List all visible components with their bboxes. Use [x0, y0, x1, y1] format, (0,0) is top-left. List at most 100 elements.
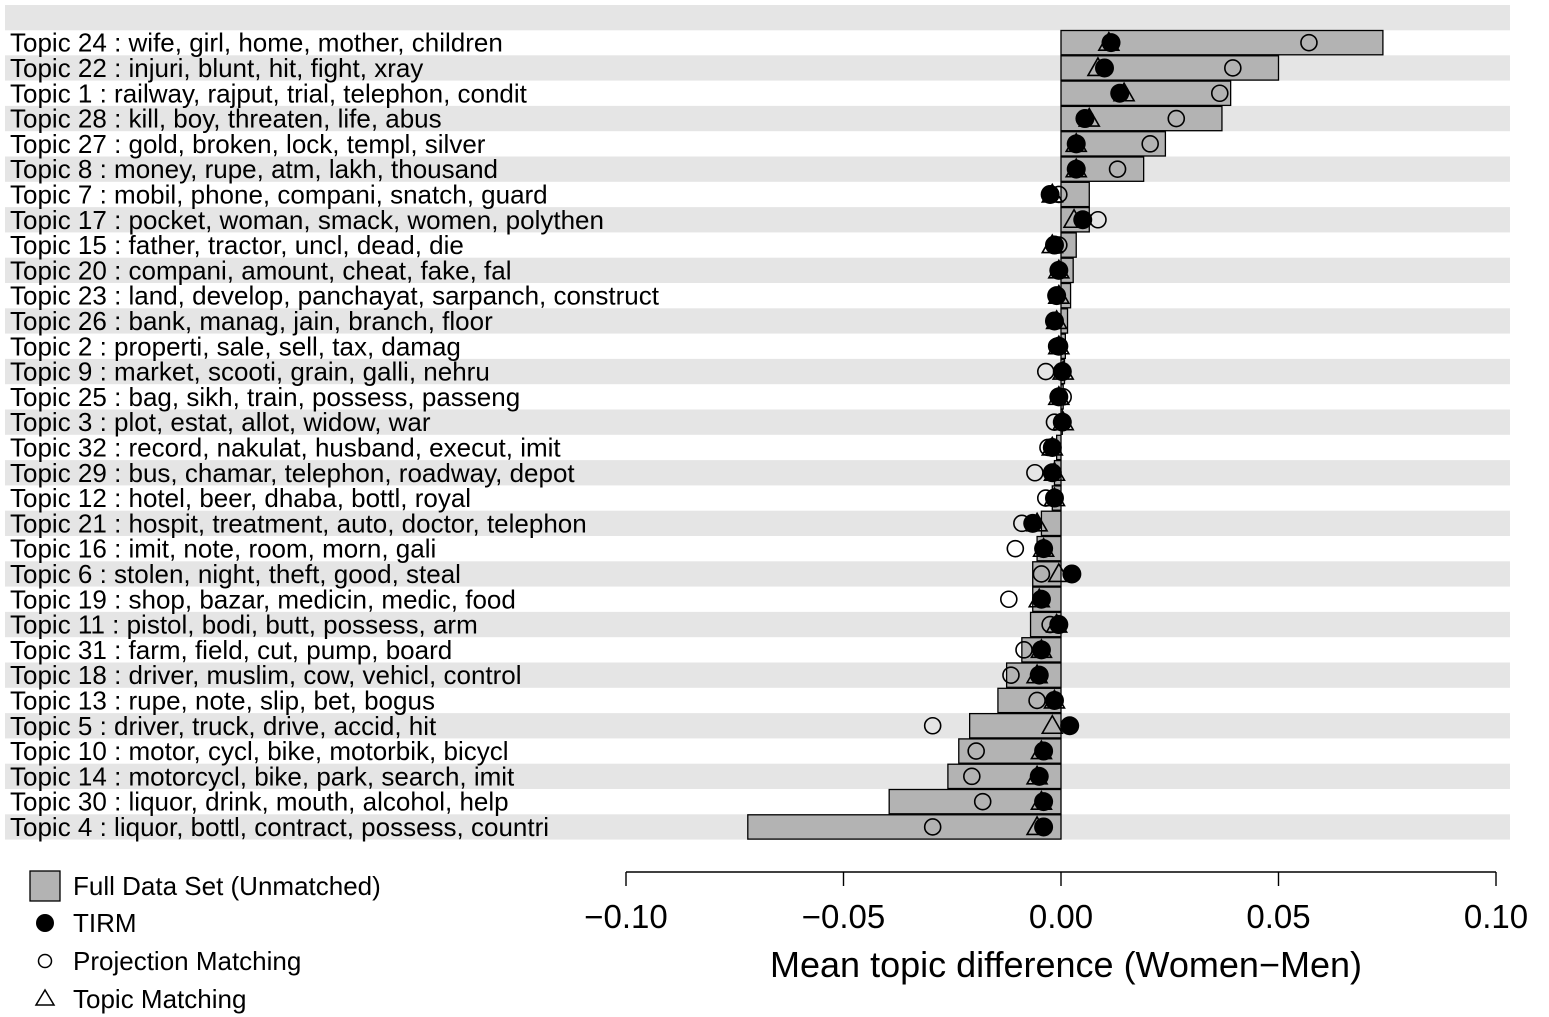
row-stripe	[5, 5, 1510, 31]
row-label-20: Topic 21 : hospit, treatment, auto, doct…	[10, 508, 587, 538]
row-label-29: Topic 10 : motor, cycl, bike, motorbik, …	[10, 736, 509, 766]
projection-point-2	[1224, 59, 1242, 77]
tirm-point-26	[1029, 665, 1049, 685]
row-stripe	[5, 662, 1510, 688]
row-label-25: Topic 31 : farm, field, cut, pump, board	[10, 635, 452, 665]
projection-point-5	[1141, 135, 1159, 153]
row-label-26: Topic 18 : driver, muslim, cow, vehicl, …	[10, 660, 522, 690]
row-label-8: Topic 17 : pocket, woman, smack, women, …	[10, 205, 604, 235]
legend-label-tirm: TIRM	[73, 908, 137, 938]
row-label-31: Topic 30 : liquor, drink, mouth, alcohol…	[10, 787, 509, 817]
row-label-19: Topic 12 : hotel, beer, dhaba, bottl, ro…	[10, 483, 471, 513]
row-label-18: Topic 29 : bus, chamar, telephon, roadwa…	[10, 458, 575, 488]
tirm-point-11	[1047, 286, 1067, 306]
row-label-30: Topic 14 : motorcycl, bike, park, search…	[10, 761, 515, 791]
projection-point-29	[967, 742, 985, 760]
row-stripe	[5, 207, 1510, 233]
tirm-point-20	[1023, 513, 1043, 533]
tirm-point-6	[1066, 159, 1086, 179]
tirm-point-12	[1044, 311, 1064, 331]
legend-marker-projection	[37, 953, 53, 969]
row-stripe	[5, 611, 1510, 638]
row-label-12: Topic 26 : bank, manag, jain, branch, fl…	[10, 306, 493, 336]
bar-20	[1040, 510, 1062, 537]
row-stripe	[5, 257, 1510, 283]
tirm-point-32	[1034, 817, 1054, 837]
row-label-17: Topic 32 : record, nakulat, husband, exe…	[10, 432, 561, 462]
row-label-5: Topic 27 : gold, broken, lock, templ, si…	[10, 129, 486, 159]
tirm-point-4	[1075, 109, 1095, 129]
projection-point-32	[923, 818, 942, 836]
tirm-point-31	[1034, 792, 1054, 812]
tirm-point-25	[1031, 640, 1051, 660]
bar-2	[1060, 55, 1280, 81]
tirm-point-23	[1031, 589, 1051, 609]
row-stripe	[5, 105, 1510, 132]
tirm-point-28	[1060, 716, 1080, 736]
row-label-28: Topic 5 : driver, truck, drive, accid, h…	[10, 711, 437, 741]
bar-22	[1032, 561, 1062, 587]
tirm-point-2	[1095, 58, 1114, 78]
tirm-point-8	[1073, 210, 1093, 230]
projection-point-23	[999, 590, 1018, 609]
bar-7	[1060, 181, 1090, 208]
tirm-point-13	[1049, 336, 1069, 356]
row-label-16: Topic 3 : plot, estat, allot, widow, war	[10, 407, 431, 437]
projection-point-4	[1167, 109, 1186, 128]
row-stripe	[5, 713, 1510, 739]
row-label-21: Topic 16 : imit, note, room, morn, gali	[10, 534, 436, 564]
tirm-point-16	[1052, 412, 1072, 432]
row-stripe	[5, 561, 1510, 587]
tirm-point-17	[1042, 437, 1062, 457]
x-tick-label: −0.05	[802, 898, 886, 935]
tirm-point-5	[1066, 134, 1086, 154]
row-stripe	[5, 510, 1510, 536]
tirm-point-24	[1049, 615, 1069, 635]
projection-point-30	[963, 767, 981, 786]
tirm-point-14	[1052, 362, 1072, 382]
row-label-11: Topic 23 : land, develop, panchayat, sar…	[10, 281, 660, 311]
row-label-22: Topic 6 : stolen, night, theft, good, st…	[10, 559, 461, 589]
projection-point-1	[1300, 33, 1318, 52]
x-tick-label: 0.10	[1464, 898, 1528, 935]
projection-point-28	[923, 716, 942, 735]
tirm-point-21	[1034, 539, 1054, 559]
x-tick-label: 0.05	[1246, 898, 1310, 935]
row-stripe	[5, 409, 1510, 435]
tirm-point-22	[1062, 564, 1082, 584]
row-label-27: Topic 13 : rupe, note, slip, bet, bogus	[10, 685, 435, 715]
row-label-32: Topic 4 : liquor, bottl, contract, posse…	[10, 812, 549, 842]
legend: Full Data Set (Unmatched) TIRM Projection …	[29, 870, 381, 1014]
legend-marker-tirm	[36, 914, 54, 932]
point-markers	[923, 31, 1318, 837]
projection-point-26	[1002, 666, 1020, 684]
row-label-7: Topic 7 : mobil, phone, compani, snatch,…	[10, 179, 548, 209]
legend-label-topic: Topic Matching	[73, 984, 246, 1014]
row-label-14: Topic 9 : market, scooti, grain, galli, …	[10, 357, 490, 387]
row-label-6: Topic 8 : money, rupe, atm, lakh, thousa…	[10, 154, 498, 184]
x-tick-label: 0.00	[1029, 898, 1093, 935]
tirm-point-10	[1049, 260, 1069, 280]
row-label-9: Topic 15 : father, tractor, uncl, dead, …	[10, 230, 464, 260]
tirm-point-1	[1101, 33, 1121, 53]
projection-point-6	[1108, 160, 1127, 178]
tirm-point-7	[1040, 184, 1060, 204]
tirm-point-19	[1044, 488, 1064, 508]
bar-32	[747, 814, 1062, 840]
row-stripe	[5, 308, 1510, 334]
row-stripe	[5, 460, 1510, 486]
legend-label-full: Full Data Set (Unmatched)	[73, 871, 381, 901]
row-stripe	[5, 156, 1510, 182]
tirm-point-18	[1042, 463, 1062, 483]
row-labels: Topic 24 : wife, girl, home, mother, chi…	[10, 28, 660, 842]
projection-point-21	[1006, 539, 1025, 558]
tirm-point-30	[1029, 766, 1049, 786]
tirm-point-29	[1034, 741, 1054, 761]
row-stripe	[5, 358, 1510, 385]
row-label-13: Topic 2 : properti, sale, sell, tax, dam…	[10, 331, 461, 361]
x-axis-title: Mean topic difference (Women−Men)	[770, 944, 1362, 985]
tirm-point-3	[1110, 83, 1130, 103]
x-tick-label: −0.10	[584, 898, 668, 935]
row-label-4: Topic 28 : kill, boy, threaten, life, ab…	[10, 104, 442, 134]
